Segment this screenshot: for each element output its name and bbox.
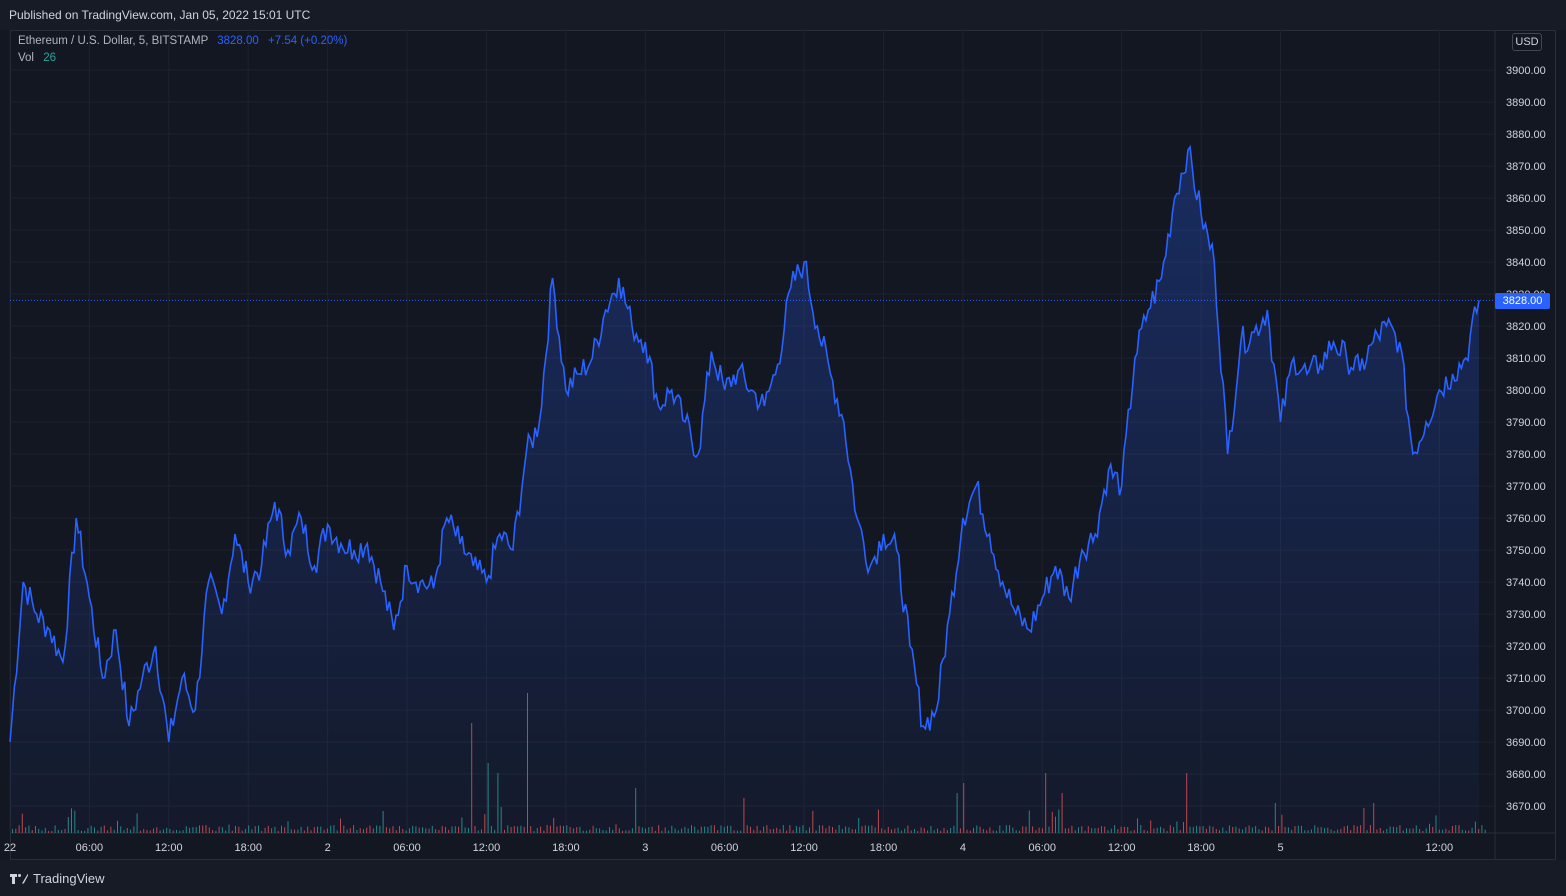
y-tick-label: 3750.00	[1506, 545, 1546, 557]
y-tick-label: 3800.00	[1506, 385, 1546, 397]
tradingview-logo-icon	[10, 873, 28, 884]
x-tick-label: 06:00	[1029, 842, 1057, 854]
x-tick-label: 22	[4, 842, 16, 854]
y-tick-label: 3690.00	[1506, 737, 1546, 749]
tradingview-brand[interactable]: TradingView	[10, 871, 105, 886]
y-tick-label: 3850.00	[1506, 225, 1546, 237]
x-tick-label: 18:00	[552, 842, 580, 854]
x-tick-label: 4	[960, 842, 966, 854]
volume-label: Vol	[18, 52, 34, 64]
y-tick-label: 3870.00	[1506, 161, 1546, 173]
price-area	[10, 146, 1479, 833]
y-tick-label: 3790.00	[1506, 417, 1546, 429]
published-info: Published on TradingView.com, Jan 05, 20…	[9, 8, 311, 22]
brand-name: TradingView	[33, 871, 105, 886]
y-tick-label: 3820.00	[1506, 321, 1546, 333]
y-tick-label: 3680.00	[1506, 769, 1546, 781]
volume-value: 26	[43, 52, 56, 64]
top-bar	[0, 0, 1566, 30]
volume-bar	[1481, 825, 1483, 833]
last-price: 3828.00	[217, 35, 259, 47]
y-tick-label: 3760.00	[1506, 513, 1546, 525]
x-tick-label: 18:00	[870, 842, 898, 854]
last-price-tag: 3828.00	[1495, 293, 1550, 309]
price-line	[9, 144, 1480, 743]
chart-legend: Ethereum / U.S. Dollar, 5, BITSTAMP 3828…	[18, 35, 347, 47]
x-tick-label: 06:00	[711, 842, 739, 854]
currency-button[interactable]: USD	[1512, 33, 1542, 51]
y-tick-label: 3880.00	[1506, 129, 1546, 141]
y-tick-label: 3670.00	[1506, 801, 1546, 813]
x-tick-label: 06:00	[393, 842, 421, 854]
x-tick-label: 2	[325, 842, 331, 854]
y-tick-label: 3710.00	[1506, 673, 1546, 685]
y-tick-label: 3840.00	[1506, 257, 1546, 269]
y-tick-label: 3900.00	[1506, 65, 1546, 77]
x-tick-label: 12:00	[790, 842, 818, 854]
x-tick-label: 18:00	[234, 842, 262, 854]
x-tick-label: 06:00	[76, 842, 104, 854]
symbol-title[interactable]: Ethereum / U.S. Dollar, 5, BITSTAMP	[18, 35, 209, 47]
x-tick-label: 18:00	[1187, 842, 1215, 854]
y-tick-label: 3740.00	[1506, 577, 1546, 589]
volume-bar	[1484, 829, 1486, 833]
y-tick-label: 3810.00	[1506, 353, 1546, 365]
y-tick-label: 3700.00	[1506, 705, 1546, 717]
price-change: +7.54 (+0.20%)	[268, 35, 348, 47]
x-tick-label: 12:00	[1108, 842, 1136, 854]
x-tick-label: 5	[1277, 842, 1283, 854]
x-tick-label: 12:00	[473, 842, 501, 854]
footer-bar	[0, 860, 1566, 896]
y-tick-label: 3890.00	[1506, 97, 1546, 109]
x-tick-label: 12:00	[1426, 842, 1454, 854]
y-tick-label: 3720.00	[1506, 641, 1546, 653]
y-tick-label: 3860.00	[1506, 193, 1546, 205]
y-tick-label: 3770.00	[1506, 481, 1546, 493]
y-tick-label: 3780.00	[1506, 449, 1546, 461]
y-tick-label: 3730.00	[1506, 609, 1546, 621]
x-tick-label: 12:00	[155, 842, 183, 854]
volume-legend: Vol 26	[18, 52, 56, 64]
x-tick-label: 3	[642, 842, 648, 854]
